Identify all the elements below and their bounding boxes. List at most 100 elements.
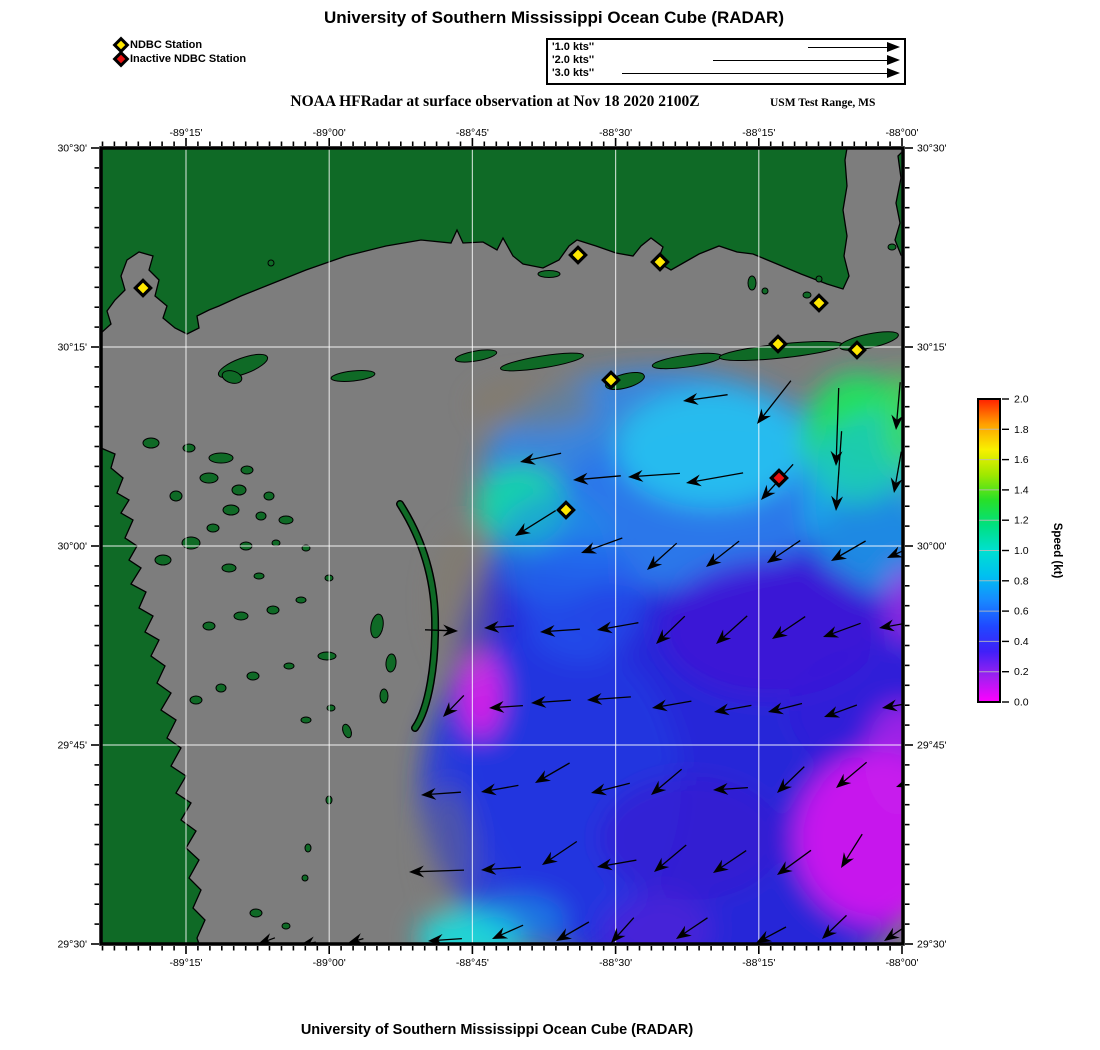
colorbar-tick-label: 1.8 — [1014, 424, 1029, 436]
scale-3kt-arrow-line — [622, 73, 888, 74]
barrier-island — [301, 874, 309, 882]
scale-1kt-arrow-line — [808, 47, 888, 48]
marsh-island — [199, 472, 219, 484]
colorbar-tick-label: 0.6 — [1014, 606, 1029, 618]
footer-title: University of Southern Mississippi Ocean… — [300, 1022, 694, 1038]
barrier-island — [747, 275, 757, 291]
marsh-island — [249, 908, 263, 918]
y-axis-label-right: 29°30' — [917, 939, 947, 951]
chandeleur-islands — [397, 501, 438, 731]
barrier-island — [330, 370, 376, 382]
marsh-island — [281, 922, 291, 930]
axis-ticks — [91, 138, 913, 954]
barrier-island — [221, 370, 243, 384]
scale-2kt-arrow-line — [713, 60, 888, 61]
x-axis-label-top: -88°45' — [456, 127, 489, 139]
x-axis-label-top: -88°00' — [885, 127, 918, 139]
y-axis-label-right: 30°00' — [917, 541, 947, 553]
y-axis-label-left: 29°30' — [57, 939, 87, 951]
y-axis-label-left: 30°30' — [57, 143, 87, 155]
marsh-island — [169, 490, 183, 502]
x-axis-label-bottom: -88°45' — [456, 957, 489, 969]
barrier-island — [370, 613, 384, 639]
colorbar-tick-label: 1.6 — [1014, 454, 1029, 466]
barrier-island — [454, 349, 498, 363]
y-axis-label-right: 29°45' — [917, 740, 947, 752]
x-axis-label-bottom: -88°30' — [599, 957, 632, 969]
marsh-island — [283, 662, 295, 670]
barrier-island — [500, 352, 584, 372]
marsh-island — [142, 437, 160, 449]
colorbar: 0.0 0.2 0.4 0.6 0.8 1.0 1.2 1.4 1.6 1.8 2.0 Speed (… — [977, 394, 1063, 709]
map-subtitle: NOAA HFRadar at surface observation at N… — [290, 93, 700, 110]
scale-3kt-arrowhead-icon — [887, 68, 900, 78]
region-label: USM Test Range, MS — [770, 97, 876, 109]
mobile-bay-east-shore — [894, 150, 903, 258]
barrier-island — [342, 723, 352, 739]
colorbar-tick-label: 0.0 — [1014, 697, 1029, 709]
delta-marsh — [101, 447, 206, 944]
colorbar-title: Speed (kt) — [1051, 523, 1063, 579]
marsh-island — [189, 695, 203, 705]
scale-1kt-label: '1.0 kts'' — [552, 41, 595, 53]
marsh-island — [208, 452, 234, 464]
marsh-island — [246, 671, 260, 681]
y-axis-label-left: 30°00' — [57, 541, 87, 553]
x-axis-label-bottom: -89°00' — [313, 957, 346, 969]
current-speed-field — [417, 368, 903, 944]
marsh-island — [278, 515, 294, 525]
marsh-island — [253, 572, 265, 580]
x-axis-label-top: -88°15' — [742, 127, 775, 139]
y-axis-label-right: 30°15' — [917, 342, 947, 354]
barrier-island — [379, 688, 389, 704]
colorbar-tick-label: 2.0 — [1014, 394, 1029, 406]
marsh-island — [300, 716, 312, 724]
marsh-island — [266, 605, 280, 615]
y-axis-label-left: 30°15' — [57, 342, 87, 354]
marsh-island — [206, 523, 220, 533]
map-frame — [99, 146, 905, 946]
marsh-island — [240, 465, 254, 475]
marsh-island — [181, 536, 201, 550]
marsh-island — [154, 554, 172, 566]
marsh-island — [202, 621, 216, 631]
legend-ndbc-station-label: NDBC Station — [130, 39, 203, 51]
barrier-island — [537, 270, 561, 278]
barrier-island — [304, 843, 312, 853]
barrier-island — [815, 275, 823, 283]
barrier-island — [802, 291, 812, 299]
legend-inactive-ndbc-station-label: Inactive NDBC Station — [130, 53, 247, 65]
land-polygons — [101, 148, 903, 944]
marsh-island — [295, 596, 307, 604]
scale-2kt-label: '2.0 kts'' — [552, 54, 595, 66]
colorbar-tick-label: 1.0 — [1014, 545, 1029, 557]
axis-labels: -89°15' -89°15' -89°00' -89°00' -88°45' -88°4… — [57, 127, 946, 969]
scale-2kt-arrowhead-icon — [887, 55, 900, 65]
barrier-island — [761, 287, 769, 295]
marsh-island — [326, 704, 336, 712]
x-axis-label-top: -89°00' — [313, 127, 346, 139]
marsh-island — [255, 511, 267, 521]
colorbar-tick-label: 0.2 — [1014, 666, 1029, 678]
marsh-island — [317, 651, 337, 661]
marsh-island — [231, 484, 247, 496]
marsh-island — [182, 443, 196, 453]
barrier-island — [267, 259, 275, 267]
marsh-island — [271, 539, 281, 547]
y-axis-label-right: 30°30' — [917, 143, 947, 155]
marsh-island — [222, 504, 240, 516]
marsh-island — [263, 491, 275, 501]
marsh-island — [233, 611, 249, 621]
colorbar-tick-label: 1.4 — [1014, 484, 1029, 496]
barrier-island — [385, 653, 397, 673]
x-axis-label-top: -89°15' — [169, 127, 202, 139]
x-axis-label-bottom: -89°15' — [169, 957, 202, 969]
current-vectors — [258, 380, 903, 944]
page-title: University of Southern Mississippi Ocean… — [323, 8, 784, 27]
colorbar-tick-label: 1.2 — [1014, 515, 1029, 527]
colorbar-tick-label: 0.8 — [1014, 575, 1029, 587]
x-axis-label-bottom: -88°15' — [742, 957, 775, 969]
x-axis-label-bottom: -88°00' — [885, 957, 918, 969]
